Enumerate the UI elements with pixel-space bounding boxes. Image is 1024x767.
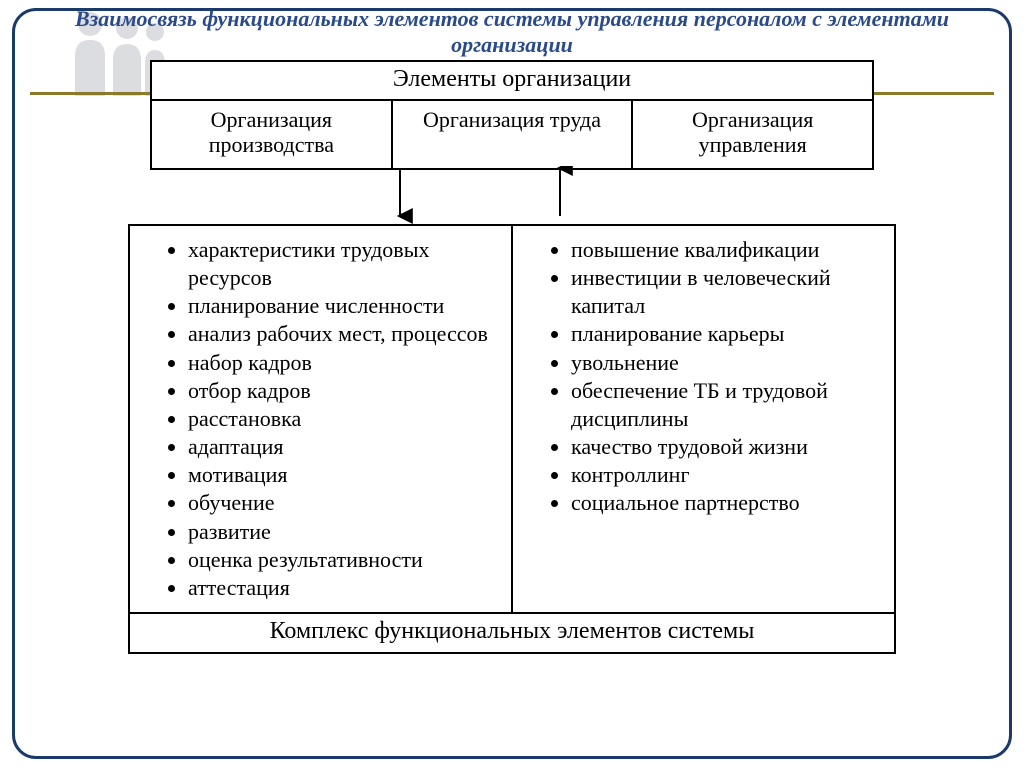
org-cell-labor: Организация труда bbox=[391, 101, 632, 168]
slide-title: Взаимосвязь функциональных элементов сис… bbox=[0, 6, 1024, 59]
list-item: адаптация bbox=[188, 433, 495, 461]
list-item: увольнение bbox=[571, 349, 878, 377]
list-item: характеристики трудовых ресурсов bbox=[188, 236, 495, 292]
list-item: расстановка bbox=[188, 405, 495, 433]
list-item: обеспечение ТБ и трудовой дисциплины bbox=[571, 377, 878, 433]
functional-lists: характеристики трудовых ресурсовпланиров… bbox=[130, 226, 894, 612]
org-elements-header: Элементы организации bbox=[152, 62, 872, 99]
functional-complex-label: Комплекс функциональных элементов систем… bbox=[130, 612, 894, 652]
list-left-column: характеристики трудовых ресурсовпланиров… bbox=[130, 226, 511, 612]
rule-left bbox=[30, 92, 150, 95]
list-item: социальное партнерство bbox=[571, 489, 878, 517]
list-item: качество трудовой жизни bbox=[571, 433, 878, 461]
rule-right bbox=[874, 92, 994, 95]
functional-elements-box: характеристики трудовых ресурсовпланиров… bbox=[128, 224, 896, 654]
list-item: планирование карьеры bbox=[571, 320, 878, 348]
connection-arrows bbox=[0, 166, 1024, 226]
org-elements-row: Организация производства Организация тру… bbox=[152, 99, 872, 168]
list-item: повышение квалификации bbox=[571, 236, 878, 264]
list-right-column: повышение квалификацииинвестиции в челов… bbox=[511, 226, 894, 612]
list-item: планирование численности bbox=[188, 292, 495, 320]
list-item: оценка результативности bbox=[188, 546, 495, 574]
org-cell-management: Организация управления bbox=[631, 101, 872, 168]
org-elements-box: Элементы организации Организация произво… bbox=[150, 60, 874, 170]
list-item: контроллинг bbox=[571, 461, 878, 489]
list-item: набор кадров bbox=[188, 349, 495, 377]
org-cell-production: Организация производства bbox=[152, 101, 391, 168]
list-item: анализ рабочих мест, процессов bbox=[188, 320, 495, 348]
list-item: развитие bbox=[188, 518, 495, 546]
list-item: обучение bbox=[188, 489, 495, 517]
list-item: инвестиции в человеческий капитал bbox=[571, 264, 878, 320]
list-item: мотивация bbox=[188, 461, 495, 489]
list-item: отбор кадров bbox=[188, 377, 495, 405]
list-item: аттестация bbox=[188, 574, 495, 602]
